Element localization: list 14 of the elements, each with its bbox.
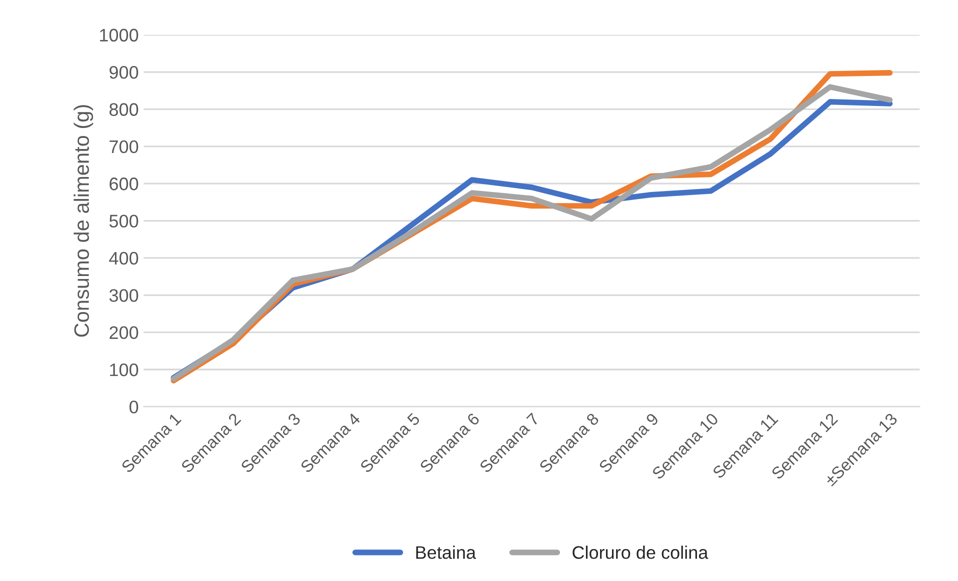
y-tick-label: 600: [110, 178, 138, 190]
y-tick-label: 200: [110, 326, 138, 340]
y-tick-label: 300: [109, 289, 138, 302]
y-axis-title: Consumo de alimento (g): [74, 105, 94, 337]
y-tick-label: 800: [110, 103, 138, 116]
y-tick-label: 900: [110, 66, 138, 79]
y-tick-label: 500: [109, 214, 138, 228]
y-tick-label: 0: [130, 400, 138, 414]
y-tick-label: 700: [110, 140, 138, 154]
y-tick-label: 100: [110, 363, 138, 376]
legend-label: Betaina: [416, 546, 476, 559]
y-tick-label: 1000: [100, 28, 138, 42]
legend-label: Cloruro de colina: [572, 546, 708, 559]
y-tick-label: 400: [109, 252, 138, 265]
